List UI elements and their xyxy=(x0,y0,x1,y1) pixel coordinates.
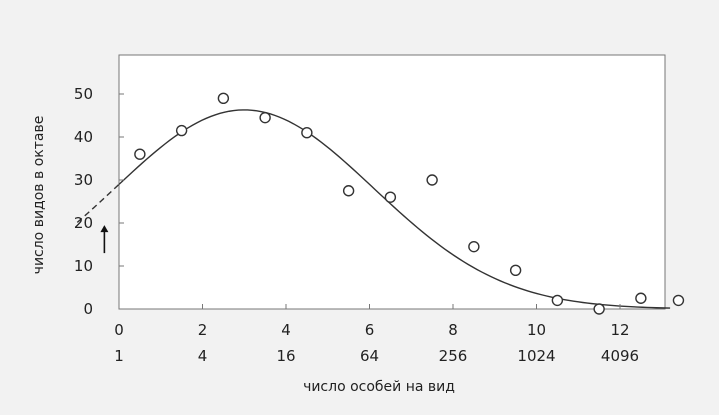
data-point xyxy=(217,92,230,105)
data-point xyxy=(468,240,480,253)
y-tick-label: 30 xyxy=(74,171,93,189)
x-tick-label: 2 xyxy=(198,321,208,339)
data-point xyxy=(426,174,438,186)
y-tick-label: 0 xyxy=(83,300,93,318)
y-tick-label: 20 xyxy=(74,214,93,232)
fit-curve-layer xyxy=(76,109,671,309)
x-axis-label: число особей на вид xyxy=(303,379,455,395)
y-tick-label: 40 xyxy=(74,128,93,146)
x-tick-sublabel: 256 xyxy=(439,347,468,365)
x-tick-sublabel: 4096 xyxy=(601,347,639,365)
data-point xyxy=(301,126,313,139)
data-point xyxy=(259,111,271,124)
y-tick-label: 10 xyxy=(74,257,93,275)
annotation-layer xyxy=(100,225,109,254)
x-tick-label: 10 xyxy=(527,321,546,339)
data-point xyxy=(175,124,188,137)
x-tick-label: 4 xyxy=(281,321,291,339)
data-point xyxy=(551,294,564,307)
data-point xyxy=(593,303,605,315)
arrow-up-icon xyxy=(100,225,109,233)
x-tick-sublabel: 4 xyxy=(198,347,208,365)
y-axis-label: число видов в октаве xyxy=(31,116,47,275)
data-point xyxy=(635,292,647,304)
x-tick-label: 12 xyxy=(610,321,629,339)
x-tick-sublabel: 64 xyxy=(360,347,379,365)
x-tick-sublabel: 1 xyxy=(114,347,124,365)
data-point xyxy=(134,148,146,160)
data-point xyxy=(342,185,355,197)
x-tick-sublabel: 16 xyxy=(276,347,295,365)
plot-frame xyxy=(118,54,666,310)
x-tick-sublabel: 1024 xyxy=(517,347,555,365)
data-point xyxy=(384,191,397,203)
x-tick-label: 0 xyxy=(114,321,124,339)
fit-curve xyxy=(118,109,671,309)
x-tick-label: 8 xyxy=(448,321,458,339)
data-points-layer xyxy=(134,92,685,315)
data-point xyxy=(672,294,685,307)
y-tick-label: 50 xyxy=(74,85,93,103)
x-tick-label: 6 xyxy=(365,321,375,339)
data-point xyxy=(509,264,522,276)
y-axis: 0 10 20 30 40 50 xyxy=(74,85,124,318)
